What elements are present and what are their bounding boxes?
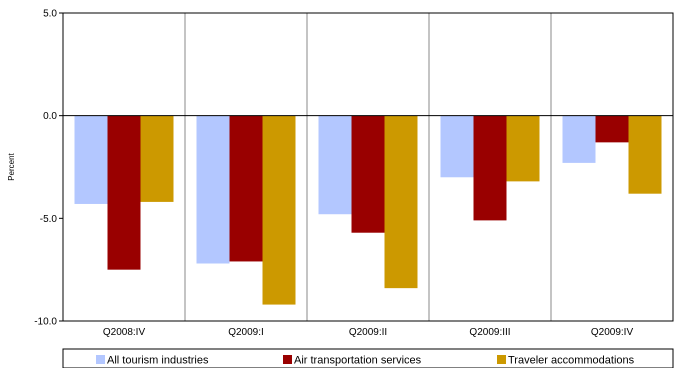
legend-swatch: [497, 355, 506, 364]
legend-label: All tourism industries: [107, 355, 209, 367]
bar: [74, 115, 108, 204]
bar: [140, 115, 174, 202]
y-tick-label: 5.0: [43, 9, 57, 20]
legend-label: Air transportation services: [294, 355, 422, 367]
bar: [196, 115, 230, 264]
y-axis-label: Percent: [7, 152, 16, 180]
y-tick-label: -5.0: [40, 214, 58, 225]
bar: [473, 115, 507, 221]
y-tick-label: 0.0: [43, 111, 57, 122]
bar: [384, 115, 418, 289]
y-axis: Percent 5.0 0.0 -5.0 -10.0: [7, 9, 63, 328]
x-axis: Q2008:IV Q2009:I Q2009:II Q2009:III Q2009:IV: [103, 327, 634, 338]
bar: [351, 115, 385, 233]
legend-swatch: [96, 355, 105, 364]
x-tick-label: Q2009:II: [349, 327, 387, 338]
legend-box: [62, 348, 674, 368]
legend-label: Traveler accommodations: [508, 355, 635, 367]
x-tick-label: Q2009:III: [469, 327, 510, 338]
y-tick-label: -10.0: [34, 317, 57, 328]
bar: [628, 115, 662, 194]
bar: [595, 115, 629, 143]
x-tick-label: Q2009:IV: [591, 327, 634, 338]
bars: [74, 115, 662, 305]
bar: [562, 115, 596, 163]
bar: [262, 115, 296, 305]
legend-swatch: [283, 355, 292, 364]
bar: [506, 115, 540, 182]
x-tick-label: Q2008:IV: [103, 327, 146, 338]
bar: [440, 115, 474, 178]
bar: [229, 115, 263, 262]
bar: [318, 115, 352, 215]
category-separators: [184, 13, 552, 321]
x-tick-label: Q2009:I: [228, 327, 264, 338]
plot-frame: [62, 12, 674, 322]
legend: All tourism industries Air transportation…: [62, 348, 674, 368]
bar: [107, 115, 141, 270]
plot-area: [62, 12, 674, 322]
